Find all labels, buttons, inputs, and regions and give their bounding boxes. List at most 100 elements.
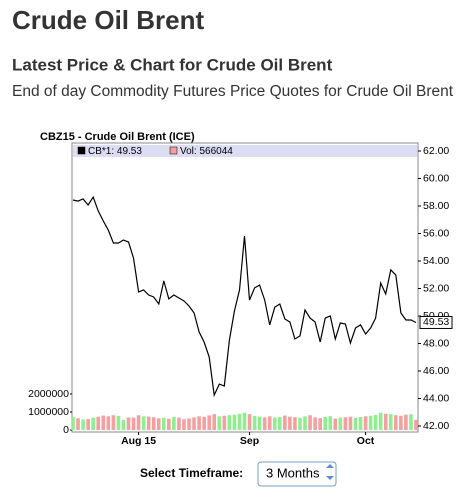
legend-swatch: [169, 146, 178, 155]
volume-bar: [71, 417, 75, 430]
volume-bar: [272, 417, 277, 430]
volume-bar: [333, 418, 338, 430]
y-tick-label: 44.00: [423, 392, 449, 404]
volume-bar: [242, 412, 247, 430]
volume-bar: [409, 414, 413, 430]
volume-bar: [217, 416, 222, 430]
y-tick-label: 58.00: [423, 200, 449, 212]
y-tick-label: 56.00: [423, 227, 449, 239]
volume-bar: [172, 417, 176, 430]
volume-bar: [399, 415, 403, 430]
page-subtitle: Latest Price & Chart for Crude Oil Brent: [12, 55, 333, 74]
timeframe-select[interactable]: [257, 461, 337, 487]
volume-bar: [141, 416, 146, 430]
legend-label: CB*1: 49.53: [88, 146, 142, 157]
y-tick-label: 54.00: [423, 255, 449, 267]
volume-bar: [388, 414, 393, 430]
legend-swatch: [77, 146, 86, 155]
x-tick-label: Sep: [240, 435, 259, 447]
plot-frame: [71, 142, 419, 433]
volume-bar: [353, 417, 358, 430]
volume-bar: [131, 417, 136, 430]
volume-bar: [192, 417, 196, 430]
volume-bar: [338, 417, 343, 430]
volume-bar: [156, 418, 161, 430]
y-tick-label: 48.00: [423, 337, 449, 349]
y2-tick-label: 1000000: [28, 406, 69, 418]
price-line: [72, 195, 417, 398]
volume-bar: [146, 416, 151, 430]
volume-bar: [121, 419, 126, 430]
volume-bar: [308, 415, 312, 430]
volume-bar: [298, 417, 302, 430]
volume-bar: [358, 417, 363, 430]
volume-bar: [116, 415, 121, 430]
volume-bar: [227, 415, 232, 430]
timeframe-label: Select Timeframe:: [140, 466, 243, 480]
volume-bar: [257, 416, 262, 430]
volume-bar: [394, 415, 398, 430]
volume-bar: [247, 414, 252, 430]
volume-bar: [363, 416, 368, 430]
y2-tick-label: 0: [63, 424, 69, 436]
volume-bar: [267, 416, 272, 430]
y2-tick-label: 2000000: [28, 388, 69, 400]
volume-bar: [101, 415, 106, 430]
volume-bar: [318, 418, 322, 430]
volume-bar: [313, 417, 317, 430]
volume-bar: [323, 417, 328, 430]
volume-bar: [222, 415, 227, 430]
volume-bar: [202, 416, 206, 430]
y-tick-label: 46.00: [423, 365, 449, 377]
volume-bar: [252, 415, 257, 430]
volume-bar: [343, 417, 348, 430]
y-tick-label: 42.00: [423, 420, 449, 432]
page-description: End of day Commodity Futures Price Quote…: [12, 83, 454, 100]
volume-bar: [86, 419, 90, 430]
volume-bar: [177, 417, 181, 430]
volume-bar: [111, 415, 116, 430]
chart-title: CBZ15 - Crude Oil Brent (ICE): [40, 131, 195, 143]
last-price-label: 49.53: [423, 316, 449, 328]
volume-bar: [368, 415, 373, 430]
volume-bar: [293, 417, 297, 430]
timeframe-value[interactable]: 3 Months: [266, 465, 320, 480]
y-tick-label: 60.00: [423, 172, 449, 184]
x-tick-label: Oct: [357, 435, 375, 447]
volume-bar: [197, 416, 201, 430]
y-tick-label: 52.00: [423, 282, 449, 294]
volume-bar: [96, 416, 101, 430]
page-title: Crude Oil Brent: [12, 5, 204, 35]
volume-bar: [207, 415, 211, 430]
legend-band: [73, 145, 417, 157]
volume-bar: [187, 418, 191, 430]
legend-label: Vol: 566044: [180, 146, 233, 157]
volume-bar: [262, 417, 267, 430]
volume-bar: [383, 413, 388, 430]
volume-bar: [81, 419, 85, 430]
volume-bar: [278, 417, 282, 430]
volume-bar: [232, 414, 237, 430]
volume-bar: [76, 418, 80, 430]
x-tick-label: Aug 15: [121, 435, 156, 447]
volume-bar: [126, 417, 131, 430]
volume-bar: [283, 415, 287, 430]
select-arrows: [326, 464, 334, 480]
volume-bar: [106, 416, 111, 430]
volume-bar: [288, 416, 292, 430]
volume-bar: [151, 417, 156, 430]
volume-bar: [404, 414, 408, 430]
last-price-box: [419, 315, 453, 329]
volume-bar: [136, 415, 141, 430]
volume-bar: [303, 416, 307, 430]
volume-bar: [378, 412, 383, 430]
volume-bar: [414, 419, 418, 430]
volume-bar: [212, 414, 217, 430]
volume-bar: [328, 416, 333, 430]
volume-bar: [373, 415, 378, 430]
volume-bar: [91, 417, 95, 430]
volume-bar: [348, 416, 353, 430]
volume-bar: [237, 413, 242, 430]
